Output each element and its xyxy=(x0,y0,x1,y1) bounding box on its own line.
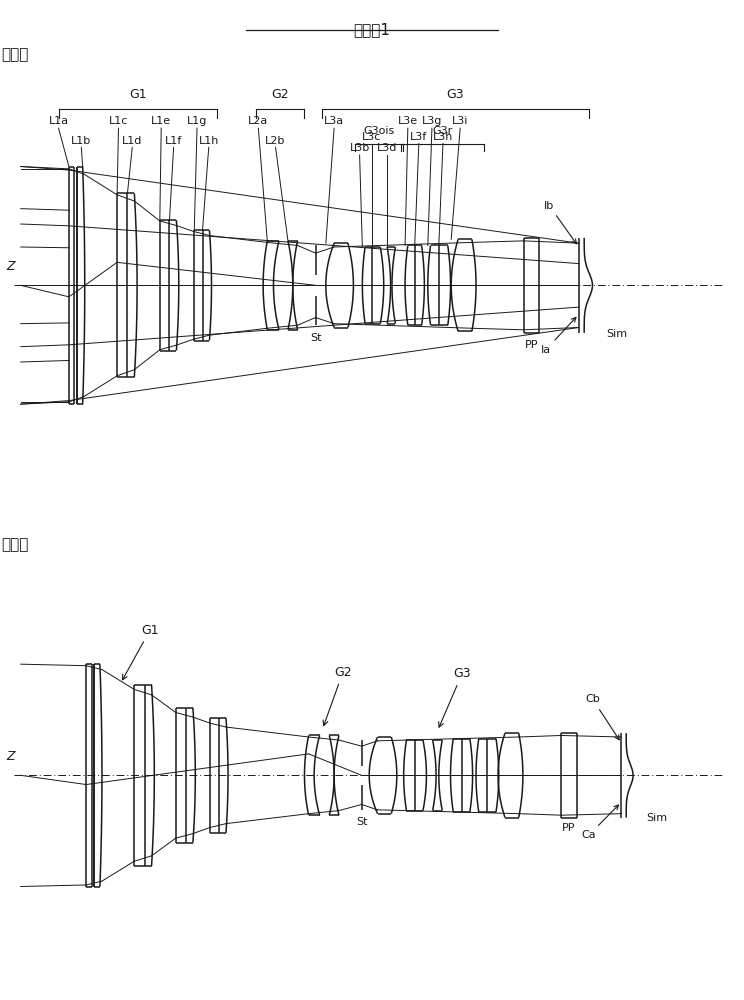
Text: G1: G1 xyxy=(123,624,159,680)
Text: Sim: Sim xyxy=(606,329,627,339)
Text: L1a: L1a xyxy=(48,116,68,126)
Text: L3e: L3e xyxy=(398,116,418,126)
Text: L1f: L1f xyxy=(165,135,182,145)
Text: PP: PP xyxy=(525,340,538,350)
Text: Sim: Sim xyxy=(647,813,668,823)
Text: L1c: L1c xyxy=(109,116,128,126)
Text: L2a: L2a xyxy=(248,116,269,126)
Text: Z: Z xyxy=(6,750,15,763)
Text: L3h: L3h xyxy=(433,132,453,142)
Text: G1: G1 xyxy=(129,88,147,101)
Text: 无限远: 无限远 xyxy=(1,47,29,62)
Text: G3ois: G3ois xyxy=(363,126,394,136)
Text: L3c: L3c xyxy=(362,132,382,142)
Text: G3: G3 xyxy=(439,667,471,727)
Text: G2: G2 xyxy=(323,666,352,726)
Text: L2b: L2b xyxy=(266,135,286,145)
Text: Cb: Cb xyxy=(586,694,619,740)
Text: L3f: L3f xyxy=(410,132,428,142)
Text: L3g: L3g xyxy=(422,116,442,126)
Text: L1b: L1b xyxy=(71,135,92,145)
Text: L1h: L1h xyxy=(199,135,219,145)
Text: L3i: L3i xyxy=(452,116,469,126)
Text: PP: PP xyxy=(562,823,576,833)
Text: St: St xyxy=(356,817,368,827)
Text: L1e: L1e xyxy=(151,116,171,126)
Text: Ia: Ia xyxy=(541,317,576,355)
Text: L1g: L1g xyxy=(187,116,208,126)
Text: 实施例1: 实施例1 xyxy=(353,22,391,37)
Text: 近距离: 近距离 xyxy=(1,537,29,552)
Text: L3d: L3d xyxy=(377,143,397,153)
Text: Ca: Ca xyxy=(581,805,618,840)
Text: G2: G2 xyxy=(272,88,289,101)
Text: St: St xyxy=(310,333,321,343)
Text: Z: Z xyxy=(6,260,15,273)
Text: L1d: L1d xyxy=(122,135,142,145)
Text: G3: G3 xyxy=(446,88,464,101)
Text: Ib: Ib xyxy=(544,201,577,244)
Text: G3r: G3r xyxy=(432,126,452,136)
Text: L3a: L3a xyxy=(324,116,344,126)
Text: L3b: L3b xyxy=(350,143,370,153)
